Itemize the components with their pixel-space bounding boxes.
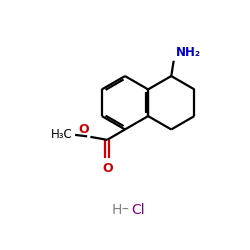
Text: O: O: [102, 162, 113, 175]
Text: Cl: Cl: [131, 203, 145, 217]
Text: O: O: [79, 123, 90, 136]
Text: –: –: [122, 203, 128, 217]
Text: H: H: [111, 203, 122, 217]
Text: H₃C: H₃C: [51, 128, 73, 141]
Text: NH₂: NH₂: [176, 46, 201, 60]
